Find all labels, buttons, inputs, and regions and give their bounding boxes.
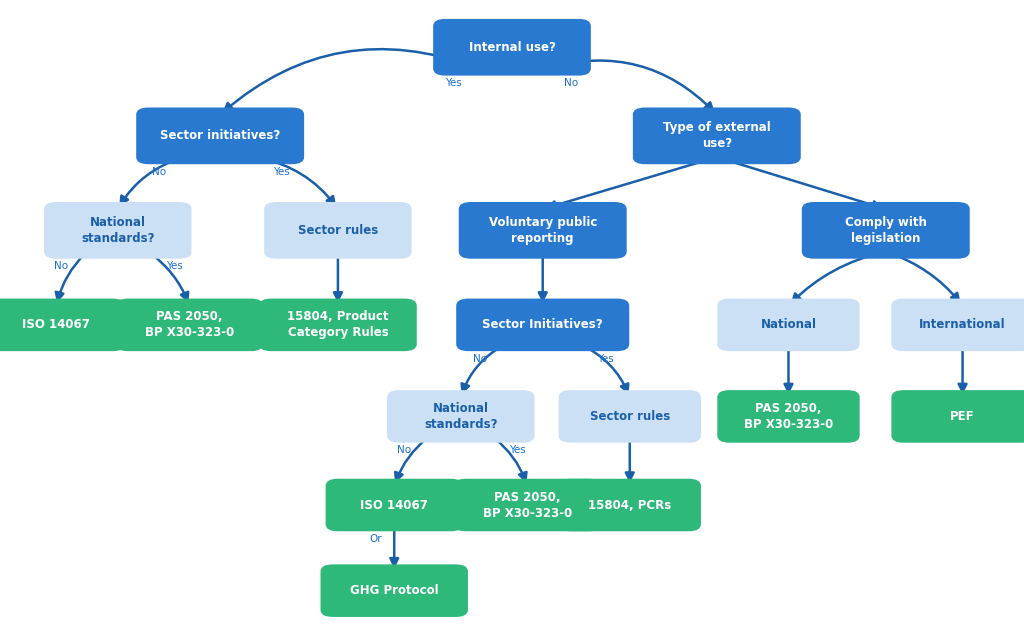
FancyBboxPatch shape (0, 298, 125, 351)
Text: Voluntary public
reporting: Voluntary public reporting (488, 216, 597, 245)
Text: ISO 14067: ISO 14067 (360, 499, 428, 511)
FancyBboxPatch shape (259, 298, 417, 351)
Text: Sector initiatives?: Sector initiatives? (160, 130, 281, 142)
FancyBboxPatch shape (633, 107, 801, 164)
Text: National: National (761, 319, 816, 331)
Text: Yes: Yes (444, 78, 462, 88)
FancyBboxPatch shape (891, 298, 1024, 351)
Text: GHG Protocol: GHG Protocol (350, 584, 438, 597)
FancyBboxPatch shape (326, 478, 463, 532)
Text: No: No (473, 354, 487, 364)
Text: Yes: Yes (273, 167, 290, 177)
FancyBboxPatch shape (459, 202, 627, 258)
Text: PEF: PEF (950, 410, 975, 423)
Text: ISO 14067: ISO 14067 (23, 319, 90, 331)
FancyBboxPatch shape (454, 478, 601, 532)
Text: PAS 2050,
BP X30-323-0: PAS 2050, BP X30-323-0 (482, 490, 572, 520)
Text: National
standards?: National standards? (424, 402, 498, 431)
Text: Sector rules: Sector rules (590, 410, 670, 423)
Text: Internal use?: Internal use? (469, 40, 555, 54)
FancyBboxPatch shape (559, 478, 700, 532)
FancyBboxPatch shape (387, 390, 535, 442)
Text: Or: Or (370, 534, 382, 544)
FancyBboxPatch shape (116, 298, 263, 351)
Text: Sector rules: Sector rules (298, 224, 378, 237)
FancyBboxPatch shape (433, 19, 591, 76)
Text: No: No (152, 167, 166, 177)
Text: Comply with
legislation: Comply with legislation (845, 216, 927, 245)
Text: Type of external
use?: Type of external use? (663, 121, 771, 150)
Text: National
standards?: National standards? (81, 216, 155, 245)
Text: Yes: Yes (166, 262, 182, 271)
FancyBboxPatch shape (264, 202, 412, 258)
Text: Yes: Yes (509, 446, 525, 456)
Text: No: No (564, 78, 578, 88)
Text: Sector Initiatives?: Sector Initiatives? (482, 319, 603, 331)
Text: PAS 2050,
BP X30-323-0: PAS 2050, BP X30-323-0 (743, 402, 834, 431)
Text: Yes: Yes (597, 354, 613, 364)
Text: 15804, PCRs: 15804, PCRs (588, 499, 672, 511)
FancyBboxPatch shape (44, 202, 191, 258)
FancyBboxPatch shape (457, 298, 629, 351)
Text: No: No (397, 446, 412, 456)
FancyBboxPatch shape (136, 107, 304, 164)
FancyBboxPatch shape (321, 564, 468, 617)
FancyBboxPatch shape (891, 390, 1024, 442)
FancyBboxPatch shape (717, 390, 860, 442)
Text: PAS 2050,
BP X30-323-0: PAS 2050, BP X30-323-0 (144, 310, 234, 339)
FancyBboxPatch shape (717, 298, 860, 351)
Text: 15804, Product
Category Rules: 15804, Product Category Rules (287, 310, 389, 339)
FancyBboxPatch shape (559, 390, 700, 442)
Text: International: International (920, 319, 1006, 331)
FancyBboxPatch shape (802, 202, 970, 258)
Text: No: No (54, 262, 69, 271)
